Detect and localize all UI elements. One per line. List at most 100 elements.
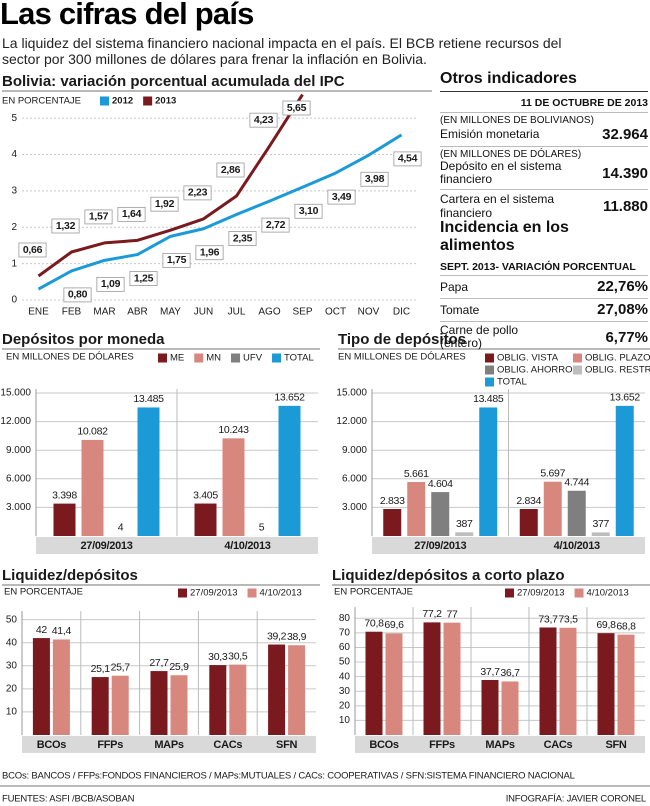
legend-swatch	[485, 377, 494, 387]
label-box	[249, 112, 278, 128]
legend-swatch	[485, 353, 494, 363]
legend-label: 2012	[112, 96, 133, 107]
bar	[365, 631, 383, 735]
page-title: Las cifras del país	[0, 0, 254, 31]
data-label: 4,54	[398, 153, 418, 165]
legend-label: MN	[206, 353, 221, 364]
food-item: Tomate 27,08%	[440, 298, 648, 321]
y-tick-label: 9.000	[342, 445, 367, 456]
data-label: 73,7	[538, 613, 558, 625]
y-tick-label: 10	[6, 707, 18, 718]
bar	[81, 439, 104, 536]
bar	[209, 665, 227, 735]
data-label: 13.485	[473, 393, 504, 405]
y-tick-label: 9.000	[6, 445, 31, 456]
data-label: 2,35	[233, 232, 253, 244]
data-label: 5.661	[404, 468, 429, 480]
data-label: 27,7	[149, 657, 169, 669]
data-label: 36,7	[500, 667, 520, 679]
food-value: 22,76%	[597, 278, 648, 295]
bar	[567, 490, 586, 536]
data-label: 13.652	[610, 392, 641, 404]
legend-swatch	[272, 353, 282, 363]
legend-label: TOTAL	[497, 377, 527, 388]
data-label: 1,32	[56, 220, 76, 232]
data-label: 77	[446, 608, 458, 620]
indicator: Cartera en el sistema financiero 11.880	[440, 189, 648, 223]
data-label: 10.082	[77, 426, 108, 438]
data-label: 13.652	[274, 392, 305, 404]
label-box	[261, 217, 290, 233]
legend-swatch	[158, 353, 167, 363]
bar	[501, 681, 519, 735]
food-value: 6,77%	[605, 328, 648, 346]
x-tick-label: CACs	[544, 739, 573, 751]
panel-date: 11 DE OCTUBRE DE 2013	[520, 97, 648, 109]
credit: INFOGRAFÍA: JAVIER CORONEL	[506, 794, 646, 805]
chart-title: Liquidez/depósitos	[2, 567, 138, 584]
data-label: 377	[592, 518, 609, 530]
label-box	[162, 252, 191, 268]
label-box	[393, 151, 422, 167]
legend-swatch	[485, 365, 494, 375]
food-item: Carne de pollo (entero) 6,77%	[440, 321, 648, 353]
y-tick-label: 4	[11, 149, 17, 160]
data-label: 69,8	[596, 619, 616, 631]
bar	[52, 639, 70, 735]
footnote: BCOs: BANCOS / FFPs:FONDOS FINANCIEROS /…	[2, 771, 575, 782]
chart-title: Tipo de depósitos	[338, 331, 466, 348]
data-label: 1,57	[89, 211, 109, 223]
data-label: 13.485	[133, 393, 164, 405]
bar	[597, 633, 615, 735]
legend-swatch	[574, 588, 584, 598]
bar	[615, 405, 634, 536]
indicator: (EN MILLONES DE DÓLARES) Depósito en el …	[440, 146, 648, 189]
y-tick-label: 3.000	[6, 502, 31, 513]
y-tick-label: 5	[11, 113, 17, 124]
data-label: 5.697	[540, 467, 565, 479]
bar	[479, 407, 498, 536]
bar	[170, 675, 188, 735]
data-label: 0,80	[68, 289, 88, 301]
category-band	[36, 537, 318, 554]
x-tick-label: MAPs	[485, 739, 515, 751]
x-tick-label: 4/10/2013	[554, 540, 600, 552]
indicator-note: (EN MILLONES DE BOLIVIANOS)	[440, 115, 594, 126]
data-label: 1,75	[167, 254, 187, 266]
food-label: Carne de pollo (entero)	[440, 323, 519, 350]
y-tick-label: 30	[6, 660, 18, 671]
bar	[481, 680, 499, 735]
bar	[278, 405, 301, 536]
data-label: 2.834	[516, 495, 541, 507]
legend-label: OBLIG. RESTR.	[585, 365, 650, 376]
data-label: 68,8	[616, 620, 636, 632]
x-tick-label: 27/09/2013	[80, 540, 132, 552]
data-label: 3,98	[365, 173, 385, 185]
chart-title: Bolivia: variación porcentual acumulada …	[2, 73, 345, 90]
y-tick-label: 20	[6, 683, 18, 694]
x-tick-label: ENE	[28, 307, 49, 318]
data-label: 2,72	[266, 219, 286, 231]
x-tick-label: BCOs	[37, 739, 67, 751]
data-label: 4.604	[428, 478, 453, 490]
y-tick-label: 15.000	[0, 388, 31, 399]
y-tick-label: 3	[11, 186, 17, 197]
label-box	[84, 209, 113, 225]
data-label: 4	[118, 522, 124, 534]
label-box	[51, 218, 80, 234]
data-label: 1,25	[134, 272, 154, 284]
x-tick-label: BCOs	[369, 739, 399, 751]
data-label: 25,9	[169, 661, 189, 673]
x-tick-label: MAPs	[154, 739, 184, 751]
y-tick-label: 20	[339, 700, 351, 711]
data-label: 41,4	[52, 625, 72, 637]
indicator-value: 11.880	[602, 197, 648, 215]
legend-label: OBLIG. AHORRO	[497, 365, 573, 376]
label-box	[360, 171, 389, 187]
data-label: 1,96	[200, 247, 220, 259]
x-tick-label: ABR	[127, 307, 148, 318]
data-label: 1,09	[101, 278, 121, 290]
legend-swatch	[573, 353, 582, 363]
y-tick-label: 15.000	[336, 388, 367, 399]
